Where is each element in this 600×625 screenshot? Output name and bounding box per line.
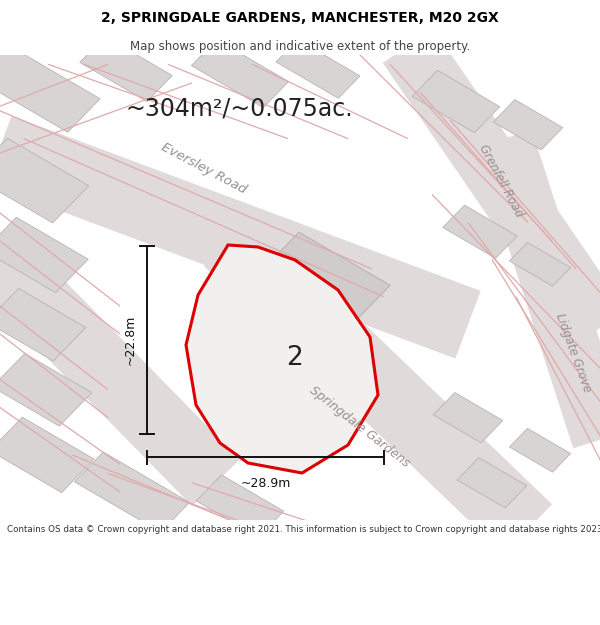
Text: Lidgate Grove: Lidgate Grove (553, 311, 593, 394)
Polygon shape (509, 428, 571, 472)
Polygon shape (412, 70, 500, 132)
Text: 2, SPRINGDALE GARDENS, MANCHESTER, M20 2GX: 2, SPRINGDALE GARDENS, MANCHESTER, M20 2… (101, 11, 499, 25)
Polygon shape (80, 36, 172, 101)
Polygon shape (457, 458, 527, 508)
Text: 2: 2 (287, 346, 304, 371)
Polygon shape (0, 418, 94, 492)
Polygon shape (196, 475, 284, 538)
Text: Contains OS data © Crown copyright and database right 2021. This information is : Contains OS data © Crown copyright and d… (7, 525, 600, 534)
Text: Map shows position and indicative extent of the property.: Map shows position and indicative extent… (130, 39, 470, 52)
Polygon shape (186, 245, 378, 473)
Text: ~304m²/~0.075ac.: ~304m²/~0.075ac. (126, 97, 353, 121)
Polygon shape (276, 39, 360, 98)
Polygon shape (493, 99, 563, 150)
Polygon shape (198, 232, 390, 389)
Text: Eversley Road: Eversley Road (159, 141, 249, 197)
Polygon shape (74, 452, 190, 532)
Polygon shape (0, 354, 92, 426)
Text: ~22.8m: ~22.8m (124, 314, 137, 365)
Polygon shape (443, 205, 517, 258)
Text: Springdale Gardens: Springdale Gardens (307, 384, 413, 470)
Polygon shape (509, 242, 571, 286)
Text: Grenfell Road: Grenfell Road (476, 142, 526, 219)
Polygon shape (0, 288, 86, 361)
Polygon shape (191, 39, 289, 107)
Polygon shape (0, 43, 100, 132)
Text: ~28.9m: ~28.9m (241, 477, 290, 490)
Polygon shape (0, 138, 89, 223)
Polygon shape (433, 392, 503, 443)
Polygon shape (0, 217, 88, 292)
